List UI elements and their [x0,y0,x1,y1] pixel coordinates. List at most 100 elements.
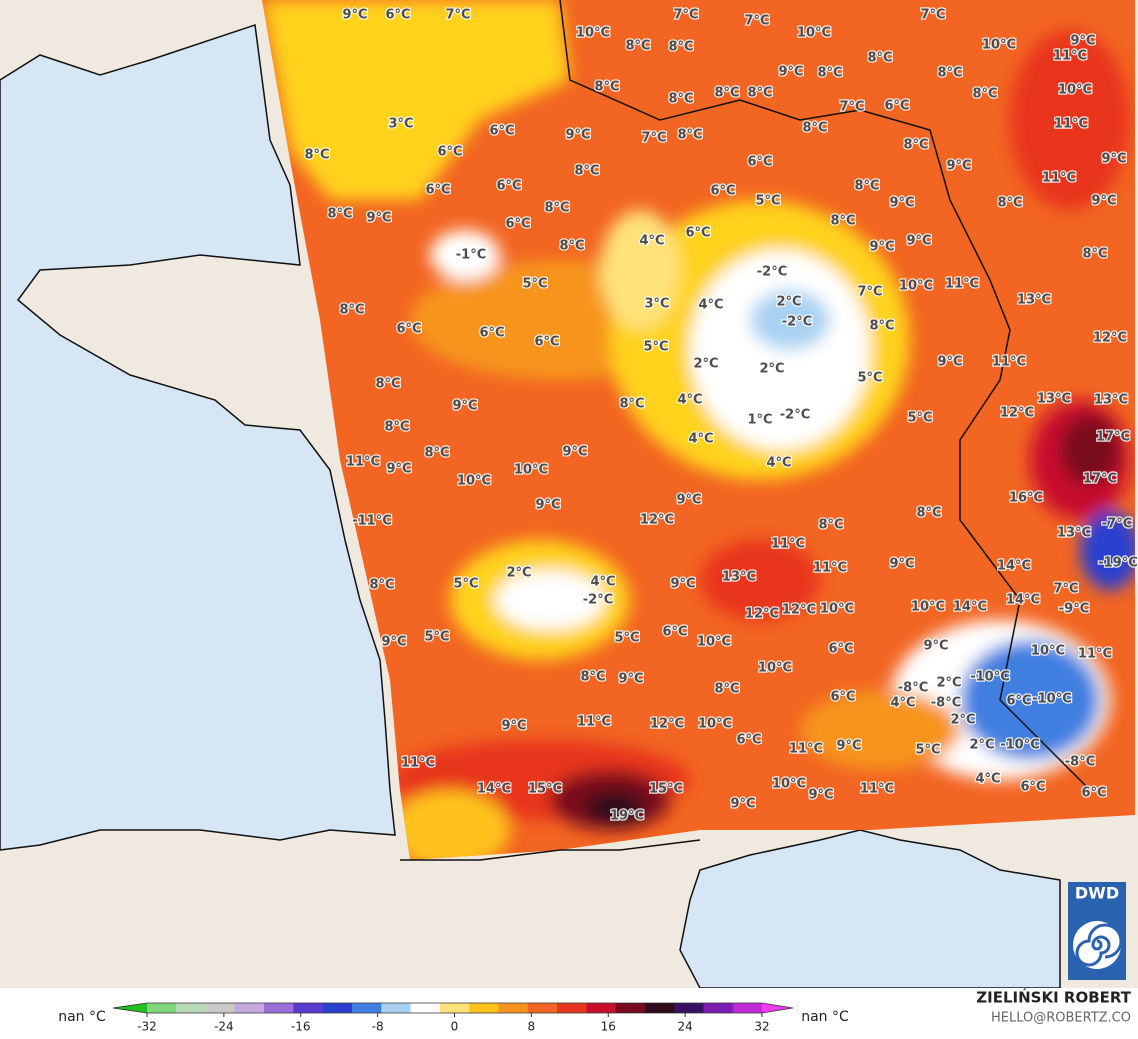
temperature-label: 8°C [369,578,394,593]
temperature-label: 8°C [817,66,842,81]
temperature-label: 14°C [953,600,987,615]
logo-text: DWD [1075,884,1119,903]
colorbar-swatch [527,1003,558,1013]
temperature-label: 9°C [618,672,643,687]
temperature-label: 10°C [514,463,548,478]
colorbar-tick-label: 32 [754,1020,769,1034]
temperature-label: 8°C [668,40,693,55]
temperature-label: 12°C [650,717,684,732]
colorbar-swatch [615,1003,646,1013]
temperature-label: 6°C [479,326,504,341]
temperature-label: 8°C [937,66,962,81]
temperature-label: 9°C [565,128,590,143]
temperature-label: 9°C [1070,34,1095,49]
temperature-label: 11°C [945,277,979,292]
temperature-label: 9°C [906,234,931,249]
temperature-label: 8°C [802,121,827,136]
temperature-label: 12°C [1000,406,1034,421]
temperature-label: 9°C [778,65,803,80]
temperature-label: 2°C [759,362,784,377]
temperature-label: 8°C [714,682,739,697]
temperature-label: 11°C [992,355,1026,370]
temperature-label: 8°C [869,319,894,334]
temperature-label: 9°C [730,797,755,812]
temperature-label: 10°C [899,279,933,294]
temperature-label: 8°C [677,128,702,143]
colorbar-swatch [352,1003,382,1013]
temperature-label: 8°C [304,148,329,163]
temperature-label: 8°C [619,397,644,412]
temperature-label: 11°C [346,455,380,470]
temperature-label: 3°C [388,117,413,132]
temperature-label: 13°C [1037,392,1071,407]
temperature-label: 8°C [818,518,843,533]
temperature-label: 8°C [580,670,605,685]
temperature-label: 4°C [766,456,791,471]
temperature-label: 10°C [1031,644,1065,659]
temperature-label: 11°C [1078,647,1112,662]
temperature-label: 8°C [854,179,879,194]
temperature-label: 10°C [758,661,792,676]
temperature-label: 8°C [1082,247,1107,262]
temperature-label: 7°C [673,8,698,23]
temperature-label: 6°C [685,226,710,241]
temperature-label: 12°C [782,603,816,618]
temperature-label: 4°C [639,234,664,249]
borders [400,0,1091,861]
temperature-label: -9°C [1059,602,1089,617]
temperature-label: 6°C [496,179,521,194]
temperature-label: 8°C [916,506,941,521]
temperature-label: 6°C [1081,786,1106,801]
temperature-label: 13°C [722,570,756,585]
temperature-label: 7°C [920,8,945,23]
temperature-label: 8°C [424,446,449,461]
temperature-label: 2°C [969,738,994,753]
colorbar-swatch [439,1003,470,1013]
temperature-label: 8°C [594,80,619,95]
colorbar-tick-label: 24 [677,1020,692,1034]
temperature-label: 9°C [342,8,367,23]
colorbar-tick-label: -8 [372,1020,384,1034]
temperature-label: 8°C [830,214,855,229]
temperature-label: 8°C [972,87,997,102]
temperature-label: 13°C [1094,393,1128,408]
temperature-label: 11°C [1042,171,1076,186]
temperature-label: 6°C [830,690,855,705]
temperature-label: -8°C [1065,755,1095,770]
temperature-label: 6°C [828,642,853,657]
temperature-label: 7°C [1053,582,1078,597]
temperature-label: 10°C [911,600,945,615]
temperature-label: 9°C [366,211,391,226]
temperature-label: 9°C [562,445,587,460]
colorbar-tick-label: 16 [601,1020,616,1034]
temperature-label: 4°C [688,432,713,447]
mediterranean [679,829,1061,989]
temperature-label: 5°C [424,630,449,645]
colorbar-swatch [205,1003,236,1013]
temperature-label: 12°C [745,607,779,622]
temperature-label: 11°C [771,537,805,552]
colorbar-swatch [703,1003,734,1013]
colorbar-swatch [410,1003,441,1013]
temperature-label: 10°C [982,38,1016,53]
temperature-label: 13°C [1017,293,1051,308]
temperature-field [262,0,1135,860]
colorbar-extend-low [113,1003,147,1013]
temperature-label: 11°C [860,782,894,797]
temperature-label: 8°C [747,86,772,101]
temperature-label: 17°C [1096,430,1130,445]
temperature-label: 10°C [1058,83,1092,98]
colorbar-tick-label: 8 [528,1020,536,1034]
temperature-label: 9°C [676,493,701,508]
temperature-label: 12°C [1093,331,1127,346]
temperature-label: 10°C [576,26,610,41]
temperature-label: 4°C [890,696,915,711]
temperature-label: 2°C [776,295,801,310]
atlantic [0,24,396,851]
colorbar-swatch [234,1003,265,1013]
colorbar-tick-label: 0 [451,1020,459,1034]
temperature-label: 10°C [820,602,854,617]
temperature-label: 5°C [915,743,940,758]
temperature-label: 8°C [327,207,352,222]
temperature-label: -10°C [1032,692,1072,707]
